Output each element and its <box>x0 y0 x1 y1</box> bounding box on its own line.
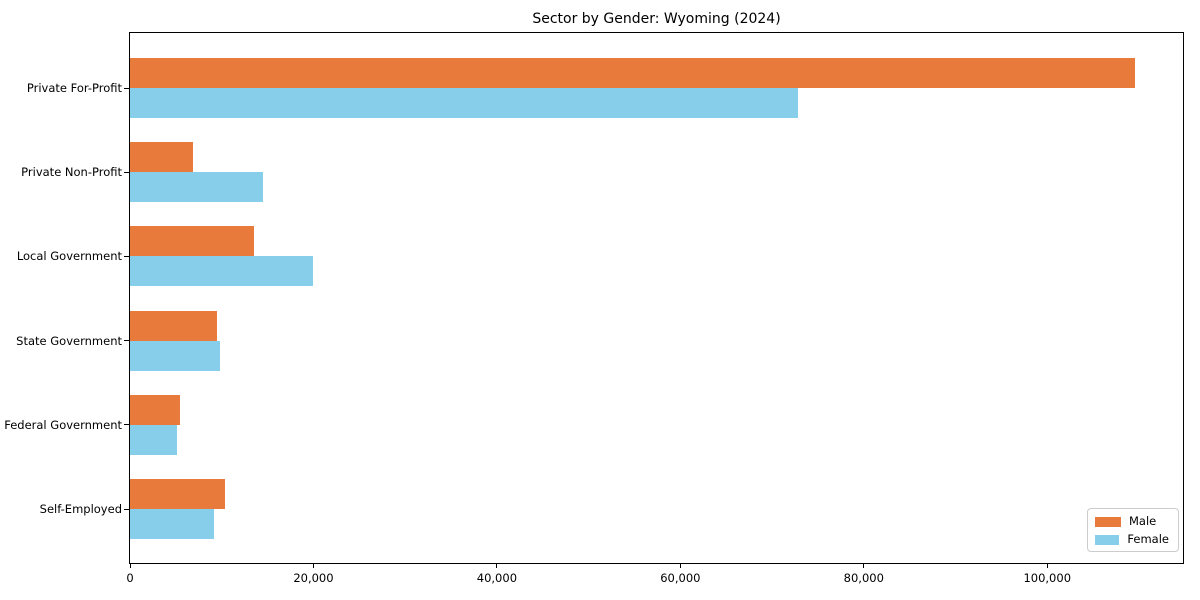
legend-swatch-female <box>1095 534 1120 545</box>
x-tick-label: 0 <box>126 571 134 585</box>
legend-swatch-male <box>1095 516 1121 527</box>
y-tick-mark <box>124 87 129 89</box>
x-tick-mark <box>496 563 498 568</box>
y-axis-label-private-for-profit: Private For-Profit <box>26 81 122 95</box>
x-tick-mark <box>863 563 865 568</box>
y-axis-label-local-government: Local Government <box>16 249 122 264</box>
bar-female-self-employed <box>130 509 215 539</box>
legend-label-male: Male <box>1129 514 1157 528</box>
bar-male-state-government <box>130 310 218 341</box>
bar-female-local-government <box>130 256 313 287</box>
x-tick-mark <box>129 563 131 568</box>
x-tick-label: 80,000 <box>843 571 884 585</box>
bar-female-private-for-profit <box>130 88 798 118</box>
plot-area <box>129 32 1184 564</box>
x-tick-label: 100,000 <box>1023 571 1072 585</box>
legend: Male Female <box>1087 508 1179 552</box>
y-tick-mark <box>124 255 129 257</box>
y-tick-mark <box>124 340 129 342</box>
legend-item-female: Female <box>1095 533 1169 546</box>
bar-male-federal-government <box>130 394 181 425</box>
y-tick-mark <box>124 508 129 510</box>
bar-male-self-employed <box>130 479 225 509</box>
y-tick-mark <box>124 424 129 426</box>
x-tick-label: 40,000 <box>476 571 518 585</box>
chart-title: Sector by Gender: Wyoming (2024) <box>532 11 781 27</box>
x-tick-mark <box>1046 563 1048 568</box>
bar-female-federal-government <box>130 424 177 455</box>
y-tick-mark <box>124 171 129 173</box>
bar-female-state-government <box>130 340 220 371</box>
x-tick-label: 60,000 <box>660 571 701 585</box>
y-axis-label-private-non-profit: Private Non-Profit <box>21 165 122 180</box>
y-axis-label-state-government: State Government <box>16 333 122 348</box>
x-tick-mark <box>312 563 314 568</box>
bar-male-private-non-profit <box>130 142 194 173</box>
bar-male-private-for-profit <box>130 58 1136 88</box>
y-axis-label-self-employed: Self-Employed <box>39 502 122 516</box>
x-tick-label: 20,000 <box>293 571 334 585</box>
y-axis-label-federal-government: Federal Government <box>4 417 122 432</box>
x-tick-mark <box>679 563 681 568</box>
bar-male-local-government <box>130 226 254 257</box>
legend-item-male: Male <box>1095 515 1169 528</box>
bar-female-private-non-profit <box>130 172 263 203</box>
legend-label-female: Female <box>1127 532 1169 546</box>
